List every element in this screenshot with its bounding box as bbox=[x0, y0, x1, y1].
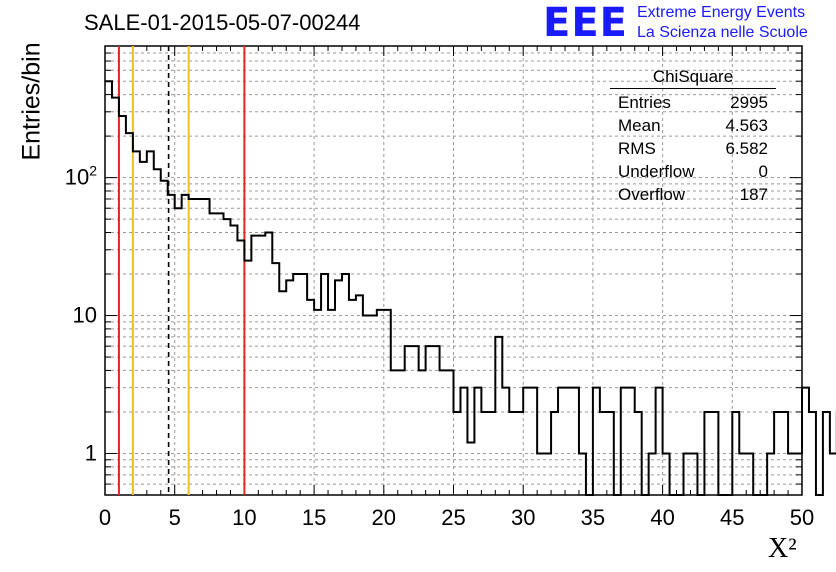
x-tick-label: 25 bbox=[441, 505, 465, 530]
stat-row-mean: Mean 4.563 bbox=[610, 114, 776, 137]
stat-value: 6.582 bbox=[725, 139, 768, 158]
stats-box: ChiSquare Entries 2995 Mean 4.563 RMS 6.582… bbox=[610, 67, 776, 206]
eee-logo: EEE bbox=[543, 0, 628, 46]
y-tick-label: 10 bbox=[73, 303, 97, 328]
y-tick-label: 102 bbox=[65, 163, 97, 190]
x-tick-label: 5 bbox=[169, 505, 181, 530]
chart-title: SALE-01-2015-05-07-00244 bbox=[84, 10, 361, 35]
stat-label: Overflow bbox=[618, 185, 686, 204]
stat-row-overflow: Overflow 187 bbox=[610, 183, 776, 206]
logo-line2: La Scienza nelle Scuole bbox=[637, 24, 808, 41]
stat-value: 2995 bbox=[730, 93, 768, 112]
stat-label: Entries bbox=[618, 93, 671, 112]
stat-row-rms: RMS 6.582 bbox=[610, 137, 776, 160]
x-tick-label: 15 bbox=[302, 505, 326, 530]
x-tick-label: 40 bbox=[650, 505, 674, 530]
stat-value: 187 bbox=[739, 185, 768, 204]
x-tick-label: 45 bbox=[720, 505, 744, 530]
y-tick-label: 1 bbox=[85, 440, 97, 465]
stat-label: Underflow bbox=[618, 162, 695, 181]
x-tick-label: 20 bbox=[372, 505, 396, 530]
stat-label: Mean bbox=[618, 116, 661, 135]
x-tick-label: 50 bbox=[790, 505, 814, 530]
stats-title: ChiSquare bbox=[610, 67, 776, 89]
x-axis-label: X² bbox=[768, 533, 797, 564]
stat-value: 4.563 bbox=[725, 116, 768, 135]
stat-label: RMS bbox=[618, 139, 656, 158]
x-tick-label: 35 bbox=[581, 505, 605, 530]
x-tick-label: 30 bbox=[511, 505, 535, 530]
x-tick-label: 10 bbox=[232, 505, 256, 530]
logo-line1: Extreme Energy Events bbox=[637, 4, 806, 21]
histogram-series bbox=[105, 80, 836, 496]
x-tick-label: 0 bbox=[99, 505, 111, 530]
stat-row-entries: Entries 2995 bbox=[610, 91, 776, 114]
stat-row-underflow: Underflow 0 bbox=[610, 160, 776, 183]
stat-value: 0 bbox=[758, 162, 768, 181]
